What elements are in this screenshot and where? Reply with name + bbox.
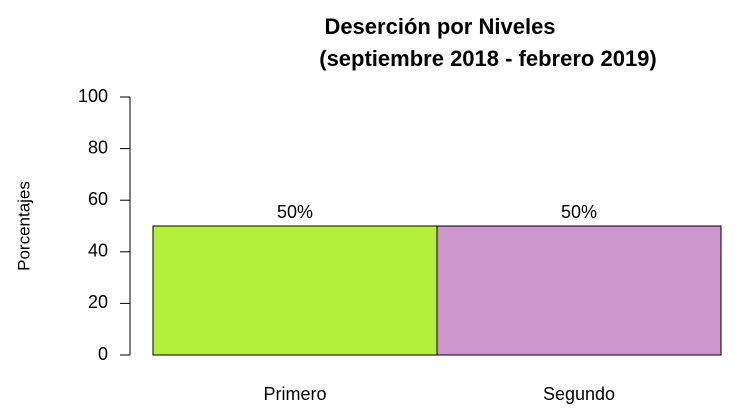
x-tick-label: Primero <box>263 384 326 404</box>
value-label: 50% <box>561 202 597 222</box>
y-tick-label: 100 <box>78 86 108 106</box>
y-axis-label: Porcentajes <box>14 181 33 271</box>
x-tick-label: Segundo <box>543 384 615 404</box>
y-tick-label: 60 <box>88 189 108 209</box>
chart-subtitle: (septiembre 2018 - febrero 2019) <box>319 46 657 71</box>
bar <box>152 225 438 356</box>
y-tick-label: 20 <box>88 292 108 312</box>
chart-title: Deserción por Niveles <box>324 14 555 39</box>
value-label: 50% <box>277 202 313 222</box>
y-tick-label: 40 <box>88 241 108 261</box>
y-tick-label: 0 <box>98 344 108 364</box>
bar <box>436 225 722 356</box>
y-tick-label: 80 <box>88 137 108 157</box>
